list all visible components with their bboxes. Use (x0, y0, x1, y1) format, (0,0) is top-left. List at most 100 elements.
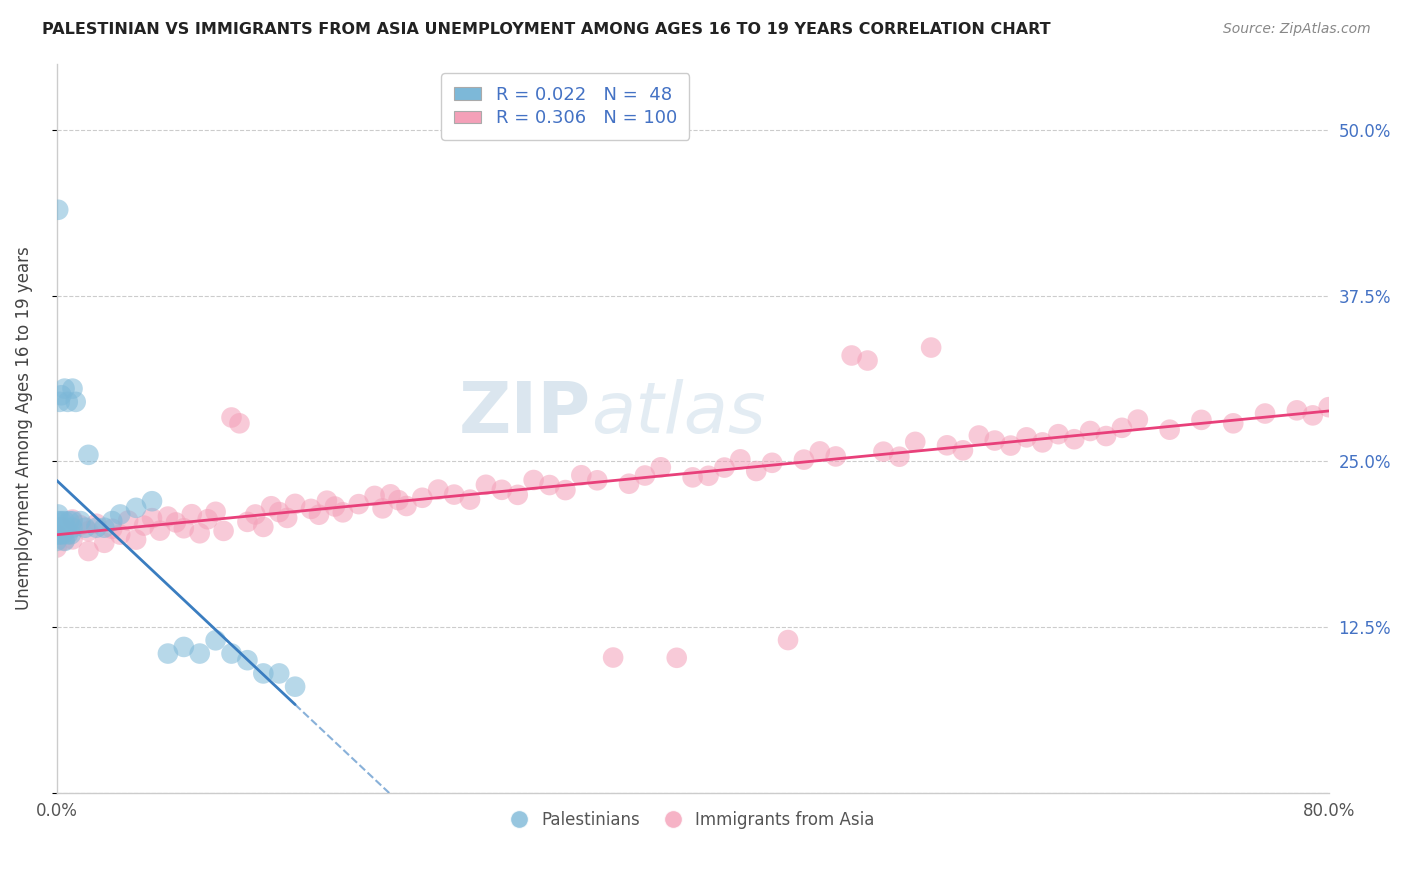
Point (586, 473, 609, 487)
Point (149, 524, 172, 538)
Point (156, 647, 179, 661)
Point (45, 541, 67, 555)
Point (56, 395, 79, 409)
Point (1302, 409, 1324, 423)
Point (173, 640, 195, 654)
Point (538, 478, 561, 492)
Point (1111, 421, 1133, 435)
Point (491, 483, 513, 497)
Point (841, 349, 863, 363)
Point (45, 533, 67, 548)
Point (228, 417, 250, 431)
Point (1000, 439, 1022, 453)
Point (59, 527, 82, 541)
Point (793, 452, 815, 467)
Point (204, 505, 226, 519)
Point (110, 527, 132, 541)
Point (180, 507, 202, 521)
Point (236, 515, 259, 529)
Point (1063, 432, 1085, 446)
Point (1126, 412, 1149, 426)
Point (872, 444, 894, 458)
Point (269, 666, 291, 681)
Point (212, 524, 235, 538)
Point (284, 680, 307, 694)
Point (713, 460, 735, 475)
Point (53, 533, 76, 548)
Point (110, 508, 132, 522)
Point (983, 434, 1005, 448)
Point (323, 500, 346, 514)
Point (808, 444, 831, 458)
Point (458, 492, 481, 507)
Point (188, 526, 211, 541)
Point (156, 509, 179, 524)
Legend: Palestinians, Immigrants from Asia: Palestinians, Immigrants from Asia (505, 804, 882, 835)
Point (1317, 400, 1340, 414)
Point (1031, 435, 1053, 450)
Point (53, 514, 76, 528)
Point (62, 514, 84, 528)
Point (125, 533, 148, 547)
Point (332, 505, 354, 519)
Point (45, 521, 67, 535)
Point (380, 487, 402, 501)
Point (53, 533, 76, 548)
Point (173, 521, 195, 535)
Point (62, 382, 84, 396)
Point (117, 514, 139, 528)
Point (204, 633, 226, 648)
Point (77, 448, 100, 462)
Point (65, 395, 87, 409)
Text: atlas: atlas (591, 379, 765, 449)
Point (252, 520, 274, 534)
Point (101, 514, 124, 528)
Point (55, 521, 77, 535)
Point (411, 491, 433, 505)
Point (443, 487, 465, 501)
Point (824, 450, 846, 464)
Point (1254, 407, 1277, 421)
Point (1047, 427, 1070, 442)
Point (51, 527, 73, 541)
Point (46, 508, 69, 522)
Point (46, 202, 69, 217)
Point (316, 493, 339, 508)
Point (51, 388, 73, 402)
Point (569, 468, 592, 483)
Point (52, 527, 75, 541)
Point (936, 438, 959, 452)
Point (967, 428, 990, 442)
Point (62, 512, 84, 526)
Point (776, 633, 799, 648)
Point (475, 477, 498, 491)
Point (52, 521, 75, 535)
Point (363, 489, 385, 503)
Point (427, 483, 450, 497)
Point (245, 508, 267, 522)
Point (1285, 403, 1308, 417)
Point (221, 410, 243, 425)
Point (697, 468, 720, 483)
Point (252, 666, 274, 681)
Point (221, 647, 243, 661)
Point (236, 653, 259, 667)
Point (371, 501, 394, 516)
Point (1078, 424, 1101, 438)
Point (125, 500, 148, 515)
Text: Source: ZipAtlas.com: Source: ZipAtlas.com (1223, 22, 1371, 37)
Point (650, 460, 672, 475)
Point (308, 508, 330, 522)
Point (395, 499, 418, 513)
Point (276, 511, 298, 525)
Point (260, 500, 283, 514)
Point (51, 520, 73, 534)
Point (904, 434, 927, 449)
Point (165, 516, 187, 530)
Point (269, 505, 291, 519)
Point (602, 650, 624, 665)
Point (49, 521, 72, 535)
Point (45, 527, 67, 541)
Point (617, 476, 640, 491)
Text: PALESTINIAN VS IMMIGRANTS FROM ASIA UNEMPLOYMENT AMONG AGES 16 TO 19 YEARS CORRE: PALESTINIAN VS IMMIGRANTS FROM ASIA UNEM… (42, 22, 1050, 37)
